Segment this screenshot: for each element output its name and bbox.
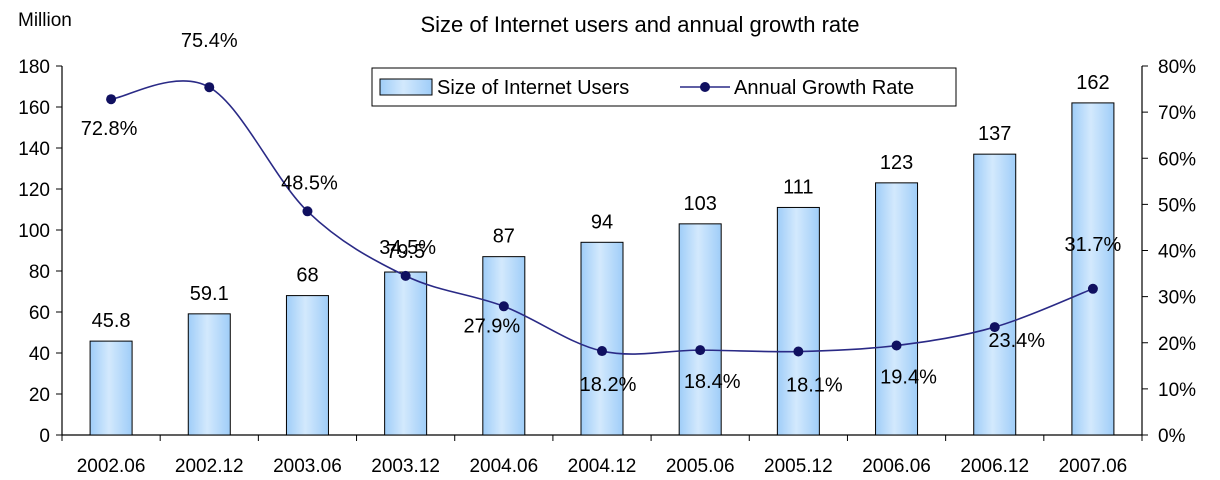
- bar-value-label: 59.1: [190, 283, 229, 305]
- data-labels: 45.8 59.1 68 79.5 87 94 103 111 123 137 162 72.8% 75…: [81, 30, 1122, 396]
- growth-rate-line: [110, 80, 1094, 355]
- bar: [285, 295, 329, 436]
- growth-rate-point: [793, 346, 804, 357]
- y-tick-label: 40: [29, 344, 50, 365]
- growth-rate-label: 18.2%: [580, 374, 637, 396]
- legend: Size of Internet Users Annual Growth Rate: [371, 67, 957, 107]
- bar-value-label: 103: [683, 193, 716, 215]
- growth-rate-label: 27.9%: [463, 315, 520, 337]
- y2-tick-label: 10%: [1158, 380, 1196, 401]
- legend-bar-swatch: [379, 78, 433, 96]
- y-tick-label: 60: [29, 303, 50, 324]
- x-tick-label: 2006.06: [862, 456, 931, 477]
- growth-rate-label: 34.5%: [379, 237, 436, 259]
- growth-line-layer: [106, 80, 1098, 357]
- growth-rate-point: [1087, 283, 1098, 294]
- bar: [776, 206, 820, 436]
- bar-value-label: 162: [1076, 72, 1109, 94]
- bar: [973, 153, 1017, 436]
- bar-value-label: 111: [783, 176, 813, 198]
- y-tick-label: 180: [18, 57, 50, 78]
- growth-rate-point: [204, 82, 215, 93]
- growth-rate-label: 19.4%: [880, 367, 937, 389]
- x-tick-label: 2003.12: [371, 456, 440, 477]
- y2-tick-label: 50%: [1158, 195, 1196, 216]
- y2-tick-label: 80%: [1158, 57, 1196, 78]
- growth-rate-label: 18.1%: [786, 375, 843, 397]
- bar-value-label: 87: [493, 226, 515, 248]
- y-tick-label: 140: [18, 139, 50, 160]
- chart-title: Size of Internet users and annual growth…: [420, 12, 859, 37]
- bar: [384, 271, 428, 436]
- bar: [678, 223, 722, 436]
- x-tick-label: 2004.12: [568, 456, 637, 477]
- y-axis-label: Million: [18, 10, 72, 31]
- growth-rate-point: [400, 270, 411, 281]
- growth-rate-point: [989, 322, 1000, 333]
- bar: [1071, 102, 1115, 436]
- y-tick-label: 0: [39, 426, 50, 447]
- x-tick-label: 2005.12: [764, 456, 833, 477]
- growth-rate-point: [302, 206, 313, 217]
- growth-rate-point: [106, 94, 117, 105]
- growth-rate-label: 72.8%: [81, 118, 138, 140]
- y-tick-label: 120: [18, 180, 50, 201]
- growth-rate-point: [498, 301, 509, 312]
- growth-rate-point: [891, 340, 902, 351]
- bar: [89, 340, 133, 436]
- y2-tick-label: 20%: [1158, 334, 1196, 355]
- bar: [875, 182, 919, 436]
- x-tick-label: 2002.06: [77, 456, 146, 477]
- bar-value-label: 137: [978, 123, 1011, 145]
- x-tick-label: 2003.06: [273, 456, 342, 477]
- bar-value-label: 68: [296, 265, 318, 287]
- bar: [580, 241, 624, 436]
- x-tick-label: 2002.12: [175, 456, 244, 477]
- bar: [482, 256, 526, 436]
- y-tick-label: 160: [18, 98, 50, 119]
- growth-rate-label: 75.4%: [181, 30, 238, 52]
- axes: 0 20 40 60 80 100 120 140 160 180 0% 10% 20% 30% 40% 50…: [18, 57, 1196, 477]
- growth-rate-point: [695, 345, 706, 356]
- x-tick-label: 2007.06: [1059, 456, 1128, 477]
- x-tick-label: 2005.06: [666, 456, 735, 477]
- y2-tick-label: 40%: [1158, 242, 1196, 263]
- bar-value-label: 123: [880, 152, 913, 174]
- growth-rate-label: 18.4%: [684, 371, 741, 393]
- bar-value-label: 79.5: [386, 241, 425, 263]
- growth-rate-label: 23.4%: [988, 330, 1045, 352]
- legend-bar-label: Size of Internet Users: [437, 77, 629, 99]
- growth-rate-point: [597, 346, 607, 357]
- y-tick-label: 20: [29, 385, 50, 406]
- bars: [89, 102, 1115, 436]
- growth-rate-label: 31.7%: [1065, 234, 1122, 256]
- x-tick-label: 2006.12: [960, 456, 1029, 477]
- y2-tick-label: 0%: [1158, 426, 1186, 447]
- legend-line-label: Annual Growth Rate: [734, 77, 914, 99]
- x-tick-label: 2004.06: [469, 456, 538, 477]
- legend-box: [371, 67, 957, 107]
- y2-tick-label: 70%: [1158, 103, 1196, 124]
- bar-value-label: 45.8: [92, 310, 131, 332]
- bar: [187, 313, 231, 436]
- y2-tick-label: 60%: [1158, 149, 1196, 170]
- y-tick-label: 80: [29, 262, 50, 283]
- growth-rate-label: 48.5%: [281, 172, 338, 194]
- bar-value-label: 94: [591, 211, 613, 233]
- y2-tick-label: 30%: [1158, 288, 1196, 309]
- y-tick-label: 100: [18, 221, 50, 242]
- legend-line-marker: [700, 82, 710, 92]
